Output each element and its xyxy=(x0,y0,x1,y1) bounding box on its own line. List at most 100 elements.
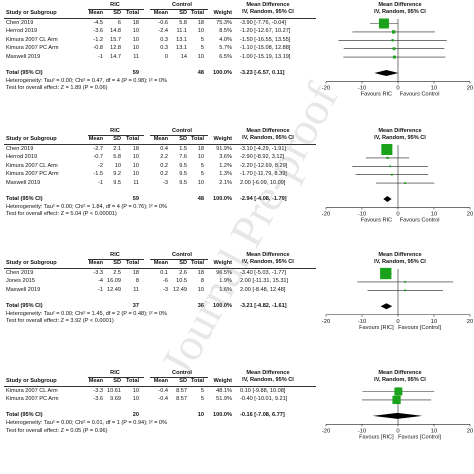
study-sd2: 13.1 xyxy=(176,45,187,52)
study-n2: 18 xyxy=(197,146,204,152)
study-m1: -1 xyxy=(98,286,103,293)
x-tick-label: 10 xyxy=(431,428,437,434)
study-sd1: 9.5 xyxy=(113,179,121,186)
study-weight: 1.2% xyxy=(219,162,232,169)
study-m2: -3 xyxy=(163,286,168,293)
total-n1: 20 xyxy=(132,412,139,419)
group1-rule xyxy=(88,258,144,260)
x-tick-label: 10 xyxy=(431,319,437,325)
total-ci: -3.21 [-4.82, -1.61] xyxy=(240,302,287,309)
x-tick-label: -10 xyxy=(358,428,366,434)
study-n2: 5 xyxy=(200,396,204,403)
study-sd2: 12.49 xyxy=(173,286,187,293)
x-tick-label: 0 xyxy=(396,212,399,218)
study-m1: -3.3 xyxy=(93,270,103,276)
study-name: Kimura 2007 CL Arm xyxy=(6,36,58,43)
study-m1: -1.5 xyxy=(93,171,103,178)
study-sd2: 9.5 xyxy=(179,179,187,186)
study-sd2: 10.5 xyxy=(176,278,187,285)
effect-square xyxy=(392,47,396,51)
study-ci: 2.00 [-6.09, 10.09] xyxy=(240,179,286,186)
heterogeneity-text: Heterogeneity: Tau² = 0.00; Chi² = 0.47,… xyxy=(6,77,168,84)
study-weight: 48.1% xyxy=(216,388,232,394)
weight-header: Weight xyxy=(213,260,232,266)
sd-ctl-header: SD xyxy=(179,10,187,16)
study-name: Maxwell 2019 xyxy=(6,53,41,60)
effect-square xyxy=(390,173,393,176)
study-name: Herrod 2019 xyxy=(6,154,38,161)
study-weight: 2.1% xyxy=(219,179,232,186)
study-weight: 1.9% xyxy=(219,278,232,285)
study-header: Study or Subgroup xyxy=(6,10,57,16)
study-m2: -0.6 xyxy=(158,20,168,26)
effect-square xyxy=(404,289,407,292)
total-rc-header: Total xyxy=(126,136,139,142)
favours-right-label: Favours [Control] xyxy=(398,434,441,440)
study-m1: -4 xyxy=(98,278,103,285)
study-sd1: 16.09 xyxy=(107,278,121,285)
study-n1: 10 xyxy=(132,388,139,394)
study-sd2: 7.6 xyxy=(179,154,187,161)
effect-square xyxy=(386,156,389,159)
total-weight: 100.0% xyxy=(213,302,232,309)
effect-square xyxy=(392,395,401,405)
study-ci: 2.00 [-11.31, 15.31] xyxy=(240,278,289,285)
plot-title: Mean Difference xyxy=(378,252,422,258)
study-sd2: 13.1 xyxy=(176,36,187,43)
favours-left-label: Favours [RIC] xyxy=(359,434,394,440)
md-sub-header: IV, Random, 95% CI xyxy=(242,9,294,15)
study-name: Chen 2019 xyxy=(6,146,34,152)
study-m1: -0.8 xyxy=(93,45,103,52)
favours-left-label: Favours RIC xyxy=(361,92,392,98)
study-ci: -2.90 [-8.92, 3.12] xyxy=(240,154,285,161)
effect-square xyxy=(392,55,396,59)
group2-header: Control xyxy=(172,370,192,376)
study-n2: 5 xyxy=(200,162,204,169)
x-tick-label: 10 xyxy=(431,212,437,218)
study-n2: 5 xyxy=(200,45,204,52)
plot-subtitle: IV, Random, 95% CI xyxy=(374,9,426,15)
study-sd1: 12.8 xyxy=(110,45,121,52)
effect-square xyxy=(392,30,396,34)
total-n1: 59 xyxy=(132,69,139,76)
study-m2: 2.2 xyxy=(160,154,168,161)
x-tick-label: 20 xyxy=(467,319,473,325)
study-n1: 11 xyxy=(133,179,139,186)
study-m2: -6 xyxy=(163,278,168,285)
pooled-diamond xyxy=(380,303,393,310)
study-m2: 0.2 xyxy=(160,171,168,178)
group2-rule xyxy=(150,376,208,378)
study-n1: 18 xyxy=(132,20,139,26)
study-name: Maxwell 2019 xyxy=(6,179,41,186)
total-label: Total (95% CI) xyxy=(6,69,43,76)
study-n2: 8 xyxy=(200,278,204,285)
total-ci: -2.94 [-4.08, -1.79] xyxy=(240,195,287,202)
study-ci: -3.90 [-7.76, -0.04] xyxy=(240,20,287,26)
favours-left-label: Favours [RIC] xyxy=(359,325,394,331)
total-ctl-header: Total xyxy=(191,378,204,384)
study-header: Study or Subgroup xyxy=(6,260,57,266)
x-tick-label: -20 xyxy=(322,86,330,92)
study-name: Jones 2015 xyxy=(6,278,35,285)
weight-header: Weight xyxy=(213,10,232,16)
study-m1: -2 xyxy=(98,162,103,169)
total-label: Total (95% CI) xyxy=(6,412,43,419)
x-tick-label: 20 xyxy=(467,86,473,92)
study-sd1: 2.5 xyxy=(113,270,121,276)
study-sd2: 2.6 xyxy=(179,270,187,276)
pooled-diamond xyxy=(374,70,399,77)
study-m1: -3.6 xyxy=(93,396,103,403)
study-n2: 18 xyxy=(197,270,204,276)
total-rc-header: Total xyxy=(126,10,139,16)
study-m2: -0.4 xyxy=(158,396,168,403)
sd-rc-header: SD xyxy=(113,10,121,16)
study-sd1: 10.61 xyxy=(107,388,121,394)
mean-rc-header: Mean xyxy=(88,136,103,142)
overall-effect-text: Test for overall effect: Z = 1.89 (P = 0… xyxy=(6,85,108,92)
md-sub-header: IV, Random, 95% CI xyxy=(242,259,294,265)
study-m2: 0.3 xyxy=(160,45,168,52)
total-n1: 37 xyxy=(132,302,139,309)
group2-rule xyxy=(150,8,208,10)
overall-effect-text: Test for overall effect: Z = 5.04 (P < 0… xyxy=(6,211,117,218)
study-n1: 8 xyxy=(135,278,139,285)
